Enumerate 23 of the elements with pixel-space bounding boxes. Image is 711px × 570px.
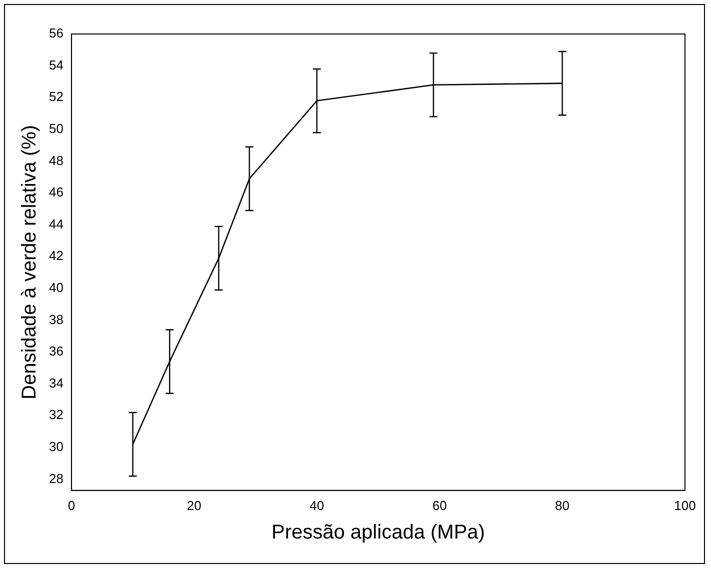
y-tick-label: 50 (48, 120, 64, 136)
y-tick-label: 28 (48, 470, 64, 486)
y-tick-label: 40 (48, 280, 64, 296)
y-tick-label: 46 (48, 184, 64, 200)
y-tick-label: 34 (48, 375, 64, 390)
y-tick-label: 44 (48, 216, 64, 232)
x-tick-label: 80 (555, 498, 570, 513)
x-tick-label: 40 (310, 498, 324, 513)
y-tick-label: 38 (48, 312, 64, 327)
y-tick-label: 56 (48, 26, 64, 41)
y-tick-label: 42 (48, 248, 64, 264)
x-tick-label: 100 (674, 498, 696, 513)
y-tick-label: 30 (48, 439, 64, 454)
y-tick-label: 52 (48, 89, 64, 104)
y-tick-label: 32 (48, 407, 64, 422)
y-tick-label: 54 (48, 57, 64, 72)
x-axis-title: Pressão aplicada (MPa) (272, 522, 485, 544)
y-tick-label: 48 (48, 152, 64, 168)
x-tick-label: 20 (186, 498, 202, 513)
x-tick-label: 0 (68, 498, 76, 513)
y-tick-label: 36 (48, 344, 64, 359)
y-axis-title: Densidade à verde relativa (%) (18, 124, 41, 400)
x-tick-label: 60 (432, 498, 447, 513)
